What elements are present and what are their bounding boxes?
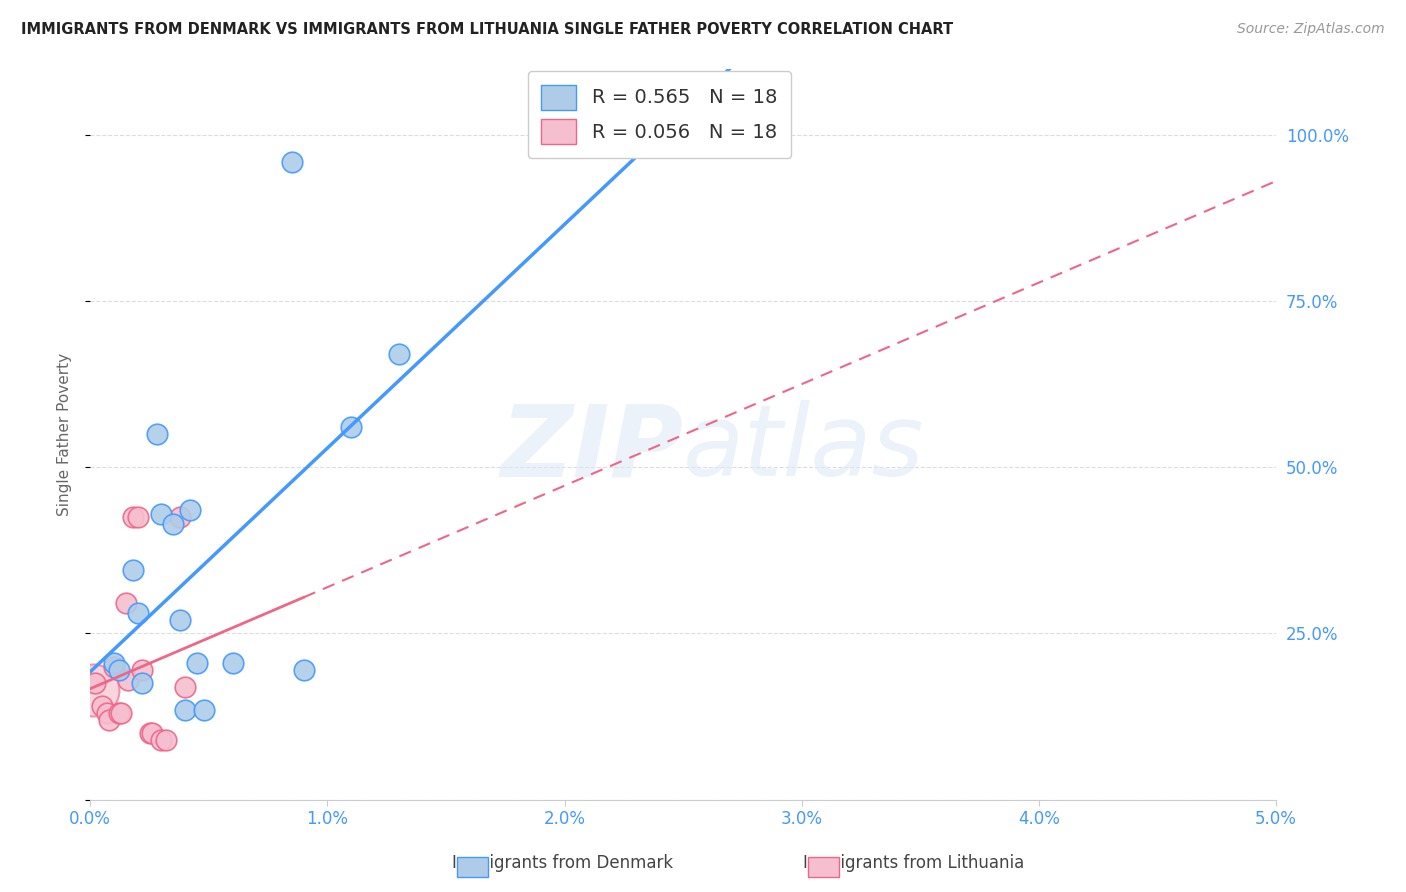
Point: [127, 510, 149, 524]
Y-axis label: Single Father Poverty: Single Father Poverty: [58, 352, 72, 516]
Point: [131, 676, 153, 690]
Point: [122, 510, 145, 524]
Text: Immigrants from Lithuania: Immigrants from Lithuania: [803, 855, 1025, 872]
Point: [281, 154, 304, 169]
Point: [141, 726, 163, 740]
Point: [340, 420, 363, 434]
Point: [110, 706, 132, 720]
Point: [292, 663, 315, 677]
Text: Source: ZipAtlas.com: Source: ZipAtlas.com: [1237, 22, 1385, 37]
Text: atlas: atlas: [683, 401, 925, 497]
Point: [221, 657, 243, 671]
Point: [114, 597, 136, 611]
Point: [193, 703, 215, 717]
Point: [138, 726, 160, 740]
Point: [82, 682, 104, 697]
Point: [186, 657, 208, 671]
Point: [117, 673, 139, 687]
Text: Immigrants from Denmark: Immigrants from Denmark: [451, 855, 673, 872]
Point: [174, 703, 197, 717]
Point: [96, 706, 118, 720]
Point: [127, 607, 149, 621]
Point: [131, 663, 153, 677]
Text: IMMIGRANTS FROM DENMARK VS IMMIGRANTS FROM LITHUANIA SINGLE FATHER POVERTY CORRE: IMMIGRANTS FROM DENMARK VS IMMIGRANTS FR…: [21, 22, 953, 37]
Point: [103, 659, 125, 673]
Point: [98, 713, 121, 727]
Point: [169, 613, 191, 627]
Legend: R = 0.565   N = 18, R = 0.056   N = 18: R = 0.565 N = 18, R = 0.056 N = 18: [527, 71, 792, 158]
Point: [107, 706, 129, 720]
Point: [103, 657, 125, 671]
Point: [150, 732, 173, 747]
Point: [122, 563, 145, 577]
Point: [169, 510, 191, 524]
Point: [150, 507, 173, 521]
Point: [174, 680, 197, 694]
Point: [107, 663, 129, 677]
Point: [162, 516, 184, 531]
Point: [84, 676, 107, 690]
Point: [145, 427, 167, 442]
Point: [91, 699, 114, 714]
Point: [387, 347, 409, 361]
Text: ZIP: ZIP: [501, 401, 683, 497]
Point: [155, 732, 177, 747]
Point: [179, 503, 201, 517]
